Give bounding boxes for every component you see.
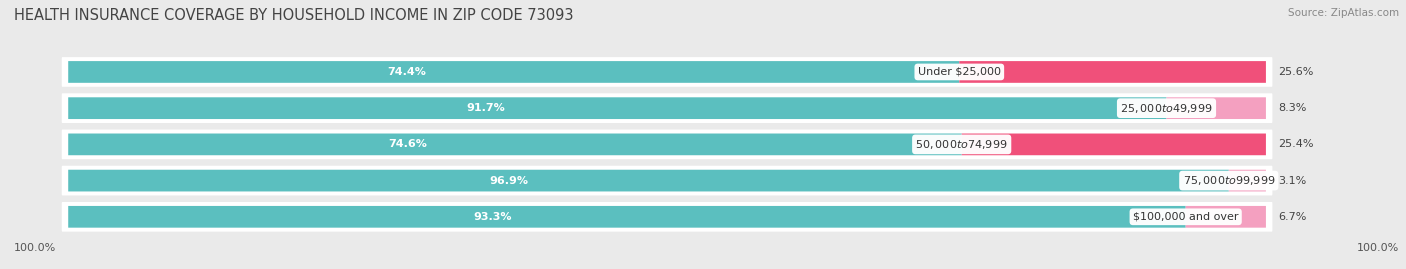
FancyBboxPatch shape xyxy=(62,130,1272,159)
Text: 25.4%: 25.4% xyxy=(1278,139,1313,149)
FancyBboxPatch shape xyxy=(62,166,1272,196)
Text: 100.0%: 100.0% xyxy=(1357,243,1399,253)
Text: Source: ZipAtlas.com: Source: ZipAtlas.com xyxy=(1288,8,1399,18)
FancyBboxPatch shape xyxy=(69,206,1185,228)
Text: 6.7%: 6.7% xyxy=(1278,212,1306,222)
Text: 74.4%: 74.4% xyxy=(388,67,426,77)
FancyBboxPatch shape xyxy=(1185,206,1265,228)
FancyBboxPatch shape xyxy=(69,170,1229,192)
Text: 91.7%: 91.7% xyxy=(467,103,505,113)
Text: $75,000 to $99,999: $75,000 to $99,999 xyxy=(1182,174,1275,187)
FancyBboxPatch shape xyxy=(962,133,1265,155)
FancyBboxPatch shape xyxy=(1167,97,1265,119)
FancyBboxPatch shape xyxy=(69,133,962,155)
Text: $100,000 and over: $100,000 and over xyxy=(1133,212,1239,222)
Text: 8.3%: 8.3% xyxy=(1278,103,1306,113)
FancyBboxPatch shape xyxy=(62,202,1272,232)
Text: 100.0%: 100.0% xyxy=(14,243,56,253)
Text: 25.6%: 25.6% xyxy=(1278,67,1313,77)
FancyBboxPatch shape xyxy=(62,93,1272,123)
FancyBboxPatch shape xyxy=(69,97,1167,119)
Text: $50,000 to $74,999: $50,000 to $74,999 xyxy=(915,138,1008,151)
FancyBboxPatch shape xyxy=(959,61,1265,83)
FancyBboxPatch shape xyxy=(69,61,959,83)
Text: 96.9%: 96.9% xyxy=(489,176,529,186)
Text: 74.6%: 74.6% xyxy=(388,139,427,149)
FancyBboxPatch shape xyxy=(62,57,1272,87)
Text: Under $25,000: Under $25,000 xyxy=(918,67,1001,77)
Text: HEALTH INSURANCE COVERAGE BY HOUSEHOLD INCOME IN ZIP CODE 73093: HEALTH INSURANCE COVERAGE BY HOUSEHOLD I… xyxy=(14,8,574,23)
Text: 93.3%: 93.3% xyxy=(474,212,512,222)
FancyBboxPatch shape xyxy=(1229,170,1265,192)
Text: 3.1%: 3.1% xyxy=(1278,176,1306,186)
Text: $25,000 to $49,999: $25,000 to $49,999 xyxy=(1121,102,1213,115)
